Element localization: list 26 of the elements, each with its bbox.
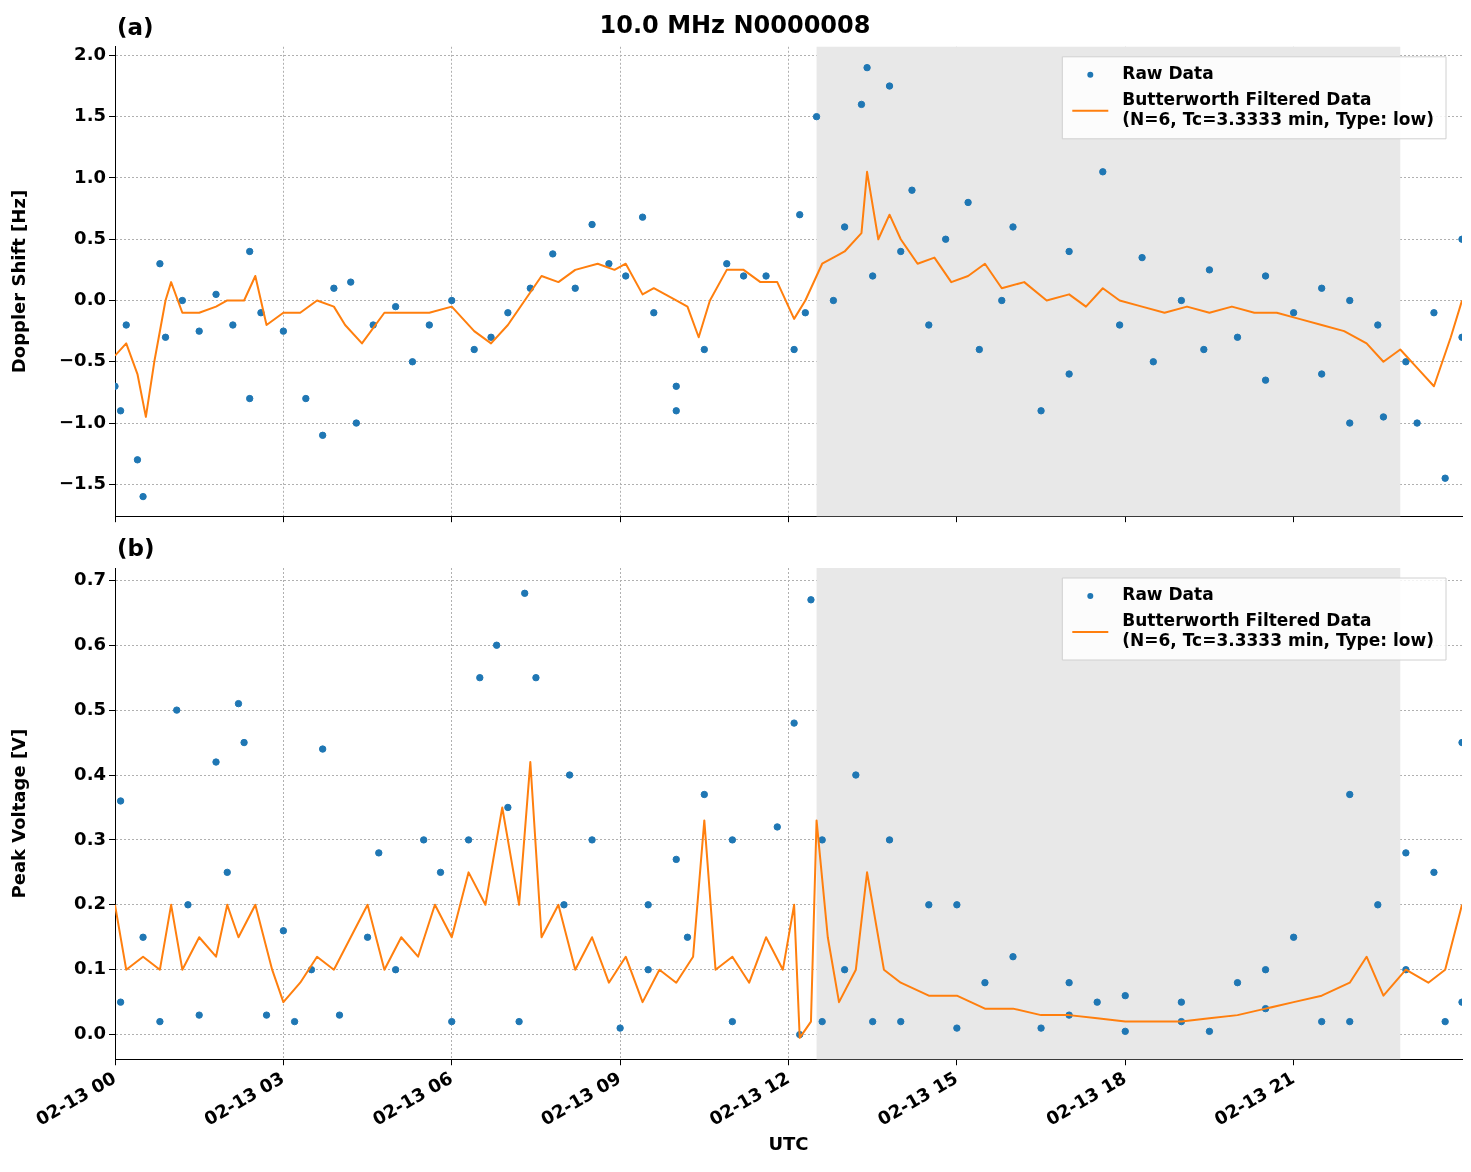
y-tick-label: 0.2 (74, 892, 106, 914)
legend-label: Raw Data (1122, 63, 1214, 84)
y-tick-label: 0.3 (74, 827, 106, 849)
legend-label: Raw Data (1122, 584, 1214, 605)
text: (b) (117, 535, 155, 562)
y-tick-label: −0.5 (59, 349, 106, 371)
y-tick-label: 0.5 (74, 697, 106, 719)
y-tick-label: 0.4 (74, 762, 106, 784)
y-axis-title: Doppler Shift [Hz] (8, 189, 30, 374)
legend-label: Butterworth Filtered Data (N=6, Tc=3.3333 min, Type: low) (1122, 610, 1434, 651)
y-tick-label: 0.1 (74, 957, 106, 979)
chart-title: 10.0 MHz N0000008 (599, 10, 871, 39)
y-axis-title: Peak Voltage [V] (8, 728, 30, 899)
text: (a) (117, 14, 154, 41)
y-tick-label: 0.0 (74, 288, 106, 310)
y-tick-label: 1.5 (74, 104, 106, 126)
y-tick-label: −1.5 (59, 472, 106, 494)
y-tick-label: 0.0 (74, 1022, 106, 1044)
x-axis-title: UTC (768, 1132, 809, 1154)
legend-label: Butterworth Filtered Data (N=6, Tc=3.3333 min, Type: low) (1122, 89, 1434, 130)
y-tick-label: 0.6 (74, 632, 106, 654)
y-tick-label: 0.7 (74, 568, 106, 589)
y-tick-label: 0.5 (74, 226, 106, 248)
y-tick-label: −1.0 (59, 410, 106, 432)
y-tick-label: 2.0 (74, 43, 106, 65)
y-tick-label: 1.0 (74, 165, 106, 187)
